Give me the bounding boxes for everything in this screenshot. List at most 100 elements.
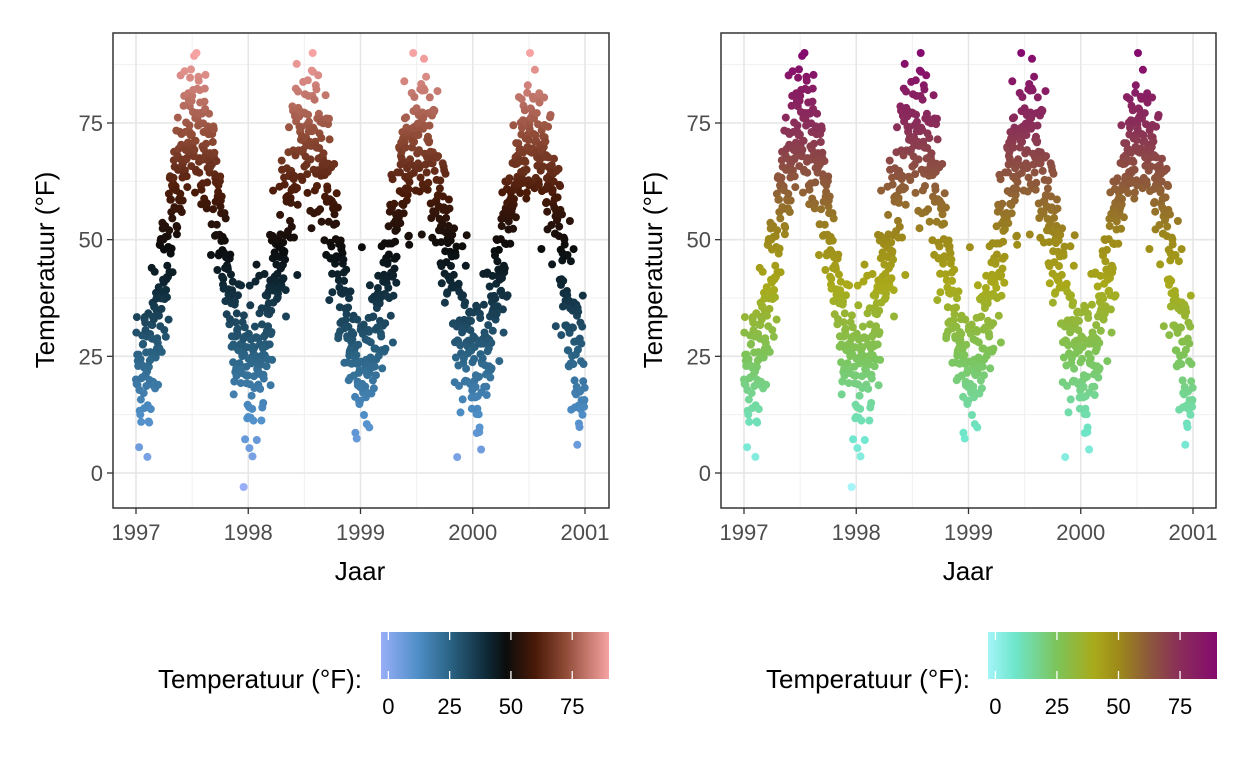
data-point <box>1070 364 1079 373</box>
data-point <box>1127 148 1136 157</box>
data-point <box>1157 177 1166 186</box>
data-point <box>845 281 854 290</box>
data-point <box>384 250 393 259</box>
data-point <box>1103 357 1112 366</box>
data-point <box>772 315 781 324</box>
data-point <box>765 347 774 356</box>
data-point <box>1118 195 1126 203</box>
data-point <box>242 343 251 352</box>
data-point <box>1039 208 1048 217</box>
data-point <box>550 154 558 163</box>
data-point <box>1055 262 1063 270</box>
data-point <box>1084 314 1093 322</box>
data-point <box>1117 224 1126 233</box>
data-point <box>791 153 799 162</box>
data-point <box>888 180 897 189</box>
data-point <box>346 287 355 296</box>
data-point <box>135 443 144 452</box>
data-point <box>229 390 238 399</box>
data-point <box>1108 264 1117 273</box>
data-point <box>864 384 873 393</box>
data-point <box>1174 257 1183 266</box>
data-point <box>136 395 145 404</box>
data-point <box>1083 423 1092 432</box>
data-point <box>1167 276 1176 285</box>
data-point <box>1122 139 1131 148</box>
data-point <box>853 444 862 453</box>
data-point <box>1033 93 1042 102</box>
data-point <box>887 238 896 247</box>
data-point <box>1148 93 1157 102</box>
data-point <box>1131 81 1140 90</box>
data-point <box>820 220 829 229</box>
data-point <box>811 199 819 208</box>
x-axis: 1997 1998 1999 2000 2001 <box>112 508 609 545</box>
data-point <box>1102 245 1111 254</box>
data-point <box>541 137 550 146</box>
data-point <box>992 283 1001 292</box>
data-point <box>344 303 353 312</box>
data-point <box>575 423 584 432</box>
y-tick-label: 25 <box>79 344 103 369</box>
data-point <box>911 76 920 85</box>
legend-tick-label: 25 <box>437 694 461 719</box>
data-point <box>310 95 319 104</box>
data-point <box>1107 328 1116 337</box>
data-point <box>516 189 525 197</box>
data-point <box>1163 222 1172 231</box>
data-point <box>247 391 256 400</box>
data-point <box>1069 298 1078 307</box>
data-point <box>813 109 822 118</box>
data-point <box>327 242 336 251</box>
data-point <box>219 274 228 283</box>
data-point <box>280 180 289 189</box>
data-point <box>885 156 894 165</box>
data-point <box>248 452 257 461</box>
data-point <box>173 223 182 232</box>
data-point <box>980 371 988 380</box>
data-point <box>139 339 148 348</box>
data-point <box>824 202 833 211</box>
data-point <box>1075 404 1084 413</box>
data-point <box>810 139 819 148</box>
data-point <box>925 217 934 226</box>
data-point <box>918 95 927 104</box>
data-point <box>1171 251 1180 259</box>
data-point <box>929 91 938 100</box>
data-point <box>875 328 884 337</box>
data-point <box>176 189 185 198</box>
data-point <box>510 195 518 203</box>
data-point <box>208 138 217 146</box>
data-point <box>458 395 467 404</box>
data-point <box>306 155 315 164</box>
data-point <box>947 255 956 264</box>
data-point <box>493 257 502 266</box>
data-point <box>977 312 986 321</box>
data-point <box>202 139 211 148</box>
data-point <box>266 381 275 390</box>
data-point <box>399 209 408 218</box>
data-point <box>1052 195 1061 204</box>
data-point <box>336 236 345 245</box>
data-point <box>526 49 534 57</box>
data-point <box>459 291 467 300</box>
legend-title: Temperatuur (°F): <box>766 664 970 694</box>
data-point <box>323 185 332 194</box>
data-point <box>200 97 209 106</box>
data-point <box>754 405 763 414</box>
data-point <box>968 411 976 419</box>
legend-tick-label: 75 <box>560 694 584 719</box>
y-axis-title: Temperatuur (°F) <box>638 172 668 369</box>
data-point <box>921 182 929 190</box>
data-point <box>911 170 920 179</box>
data-point <box>773 226 782 235</box>
data-point <box>381 319 390 328</box>
data-point <box>747 389 756 398</box>
data-point <box>1070 231 1079 240</box>
data-point <box>369 312 378 321</box>
data-point <box>332 189 341 198</box>
data-point <box>1038 106 1047 115</box>
data-point <box>544 122 553 131</box>
data-point <box>452 242 461 251</box>
data-point <box>1017 49 1026 57</box>
